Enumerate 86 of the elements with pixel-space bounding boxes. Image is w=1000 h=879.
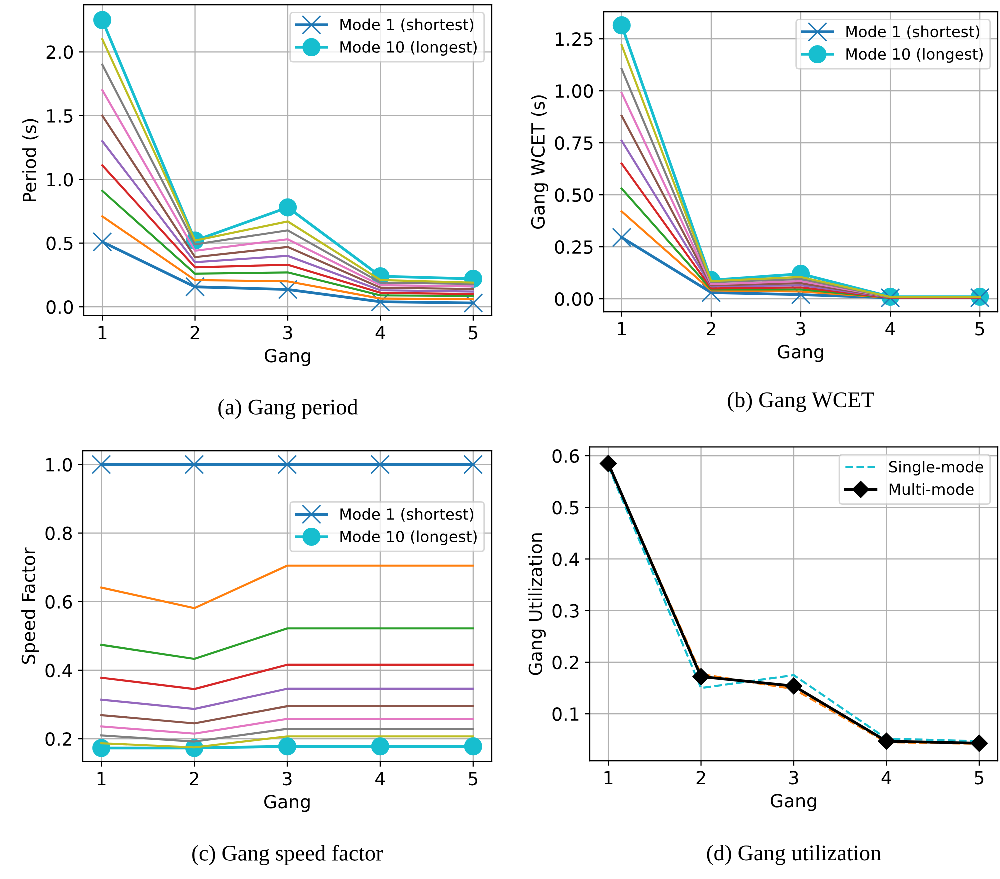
y-tick-label: 0.6 [552,449,580,464]
x-tick-label: 1 [98,772,106,786]
y-tick-label: 0.2 [46,732,72,746]
y-tick-label: 0.0 [46,300,74,314]
x-tick-label: 2 [190,326,200,340]
x-tick-label: 1 [618,322,626,336]
y-axis-title: Speed Factor [22,548,40,664]
point [92,739,111,758]
point [278,455,298,474]
point [278,738,297,756]
line-series [102,216,474,300]
point [612,16,631,35]
y-tick-label: 0.00 [555,292,594,306]
point [94,11,112,30]
legend-label: Mode 1 (shortest) [340,508,474,522]
x-tick-label: 3 [796,322,806,336]
y-tick-label: 0.25 [555,240,593,254]
x-tick-label: 4 [886,322,896,336]
x-tick-label: 5 [976,322,984,336]
point [600,455,618,472]
point [785,678,803,695]
x-axis-title: Gang [778,345,824,362]
y-axis-title: Gang WCET (s) [531,96,549,229]
x-axis-title: Gang [771,794,816,812]
x-axis-title: Gang [265,349,310,366]
y-tick-label: 0.6 [46,595,72,609]
x-axis-title: Gang [264,795,310,812]
y-tick-label: 0.8 [46,526,72,540]
x-tick-label: 4 [376,772,386,786]
point [878,732,896,750]
x-tick-label: 3 [284,326,292,340]
legend-label: Mode 10 (longest) [340,41,477,56]
y-tick-label: 1.25 [556,32,593,46]
x-tick-label: 2 [190,772,198,786]
point [278,198,298,217]
y-tick-label: 0.3 [552,604,579,618]
y-tick-label: 1.0 [46,458,72,472]
point [612,228,632,248]
legend-label: Mode 10 (longest) [340,530,477,546]
y-tick-label: 1.0 [48,173,74,187]
y-tick-label: 1.00 [556,84,594,98]
y-tick-label: 0.50 [555,188,594,202]
x-tick-label: 2 [696,771,706,784]
legend-label: Single-mode [889,460,984,476]
x-tick-label: 2 [707,322,716,336]
legend-label: Mode 10 (longest) [846,48,983,64]
x-tick-label: 3 [790,771,798,785]
y-tick-label: 0.4 [552,552,580,566]
point [692,668,710,686]
y-tick-label: 0.2 [552,656,578,670]
y-tick-label: 0.5 [552,501,579,515]
point [92,455,112,474]
x-tick-label: 1 [604,771,613,784]
y-axis-title: Gang Utilization [528,534,546,676]
x-tick-label: 4 [882,771,892,784]
line-series [102,164,474,296]
text: (d) Gang utilization [707,845,882,866]
line-series [102,140,474,293]
x-tick-label: 4 [376,326,386,340]
point [970,734,988,752]
point [464,455,484,474]
y-tick-label: 0.1 [552,708,579,722]
line-series [102,190,474,298]
legend-label: Mode 1 (shortest) [846,26,980,40]
y-tick-label: 0.4 [46,664,72,678]
point [186,277,205,297]
x-tick-label: 1 [98,326,107,340]
point [184,455,204,474]
point [92,232,112,252]
point [371,738,390,756]
point [464,738,482,756]
y-axis-title: Period (s) [22,119,39,202]
legend-label: Mode 1 (shortest) [340,18,474,32]
y-tick-label: 0.75 [555,136,593,150]
x-tick-label: 5 [469,772,478,786]
text: (c) Gang speed factor [192,845,384,866]
legend-label: Multi-mode [890,483,974,496]
x-tick-label: 5 [975,771,984,785]
y-tick-label: 0.5 [46,236,73,250]
text: (b) Gang WCET [728,392,874,412]
x-tick-label: 5 [469,326,478,340]
text: (a) Gang period [218,399,358,420]
y-tick-label: 2.0 [46,46,74,60]
point [370,455,390,474]
y-tick-label: 1.5 [48,110,73,124]
x-tick-label: 3 [283,772,292,786]
